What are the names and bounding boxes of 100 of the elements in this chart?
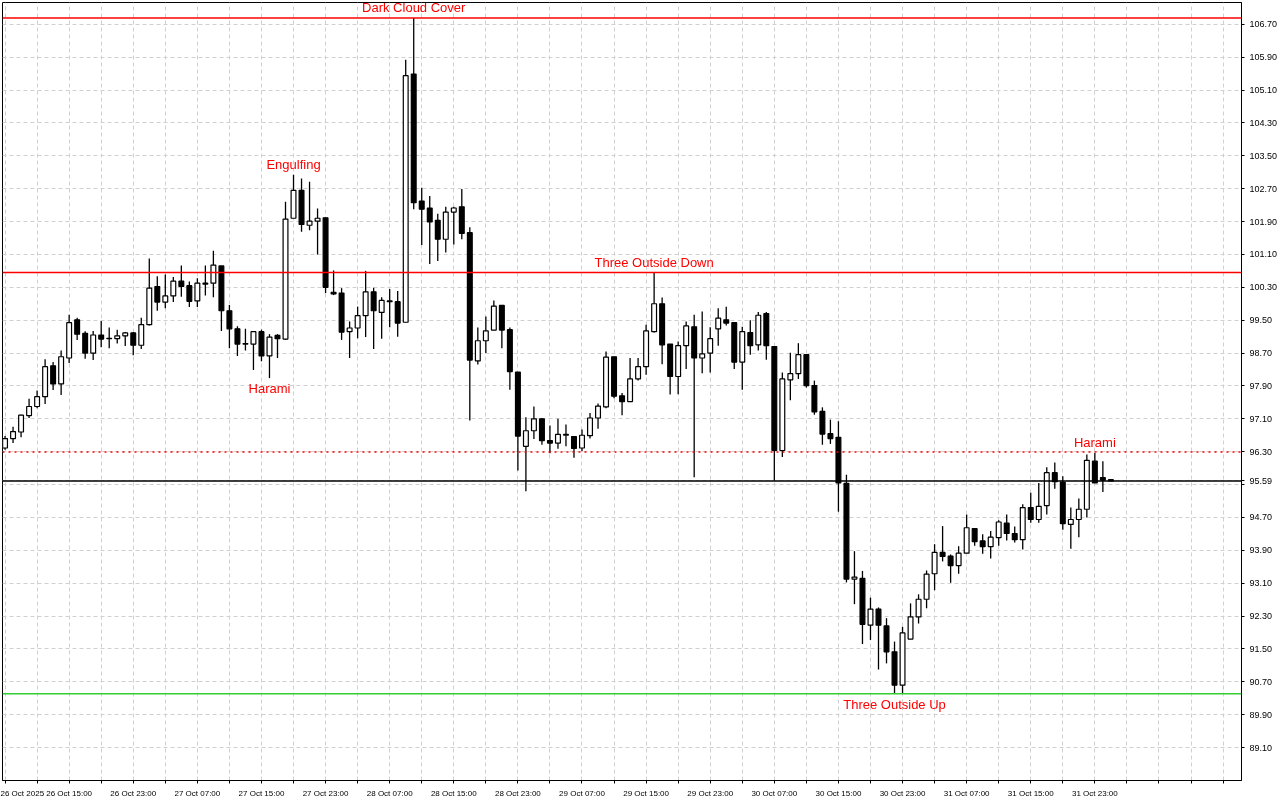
candlestick bbox=[354, 305, 361, 339]
y-tick-label: 101.90 bbox=[1249, 216, 1278, 227]
candlestick bbox=[162, 273, 169, 309]
candlestick bbox=[210, 250, 217, 298]
y-tick-label: 106.70 bbox=[1249, 19, 1278, 30]
candlestick bbox=[170, 276, 177, 303]
x-tick-label: 27 Oct 23:00 bbox=[302, 788, 350, 798]
candlestick bbox=[546, 424, 553, 454]
x-tick-label: 28 Oct 15:00 bbox=[430, 788, 478, 798]
y-tick-label: 105.90 bbox=[1249, 52, 1278, 63]
candlestick bbox=[50, 361, 57, 391]
candlestick bbox=[314, 207, 321, 256]
x-tick-label: 30 Oct 23:00 bbox=[879, 788, 926, 798]
candlestick bbox=[426, 195, 433, 265]
candlestick bbox=[795, 342, 802, 380]
candlestick bbox=[434, 213, 441, 262]
ref-line-label: 95.59 bbox=[1249, 475, 1273, 486]
annotation: Engulfing bbox=[266, 156, 321, 172]
y-tick-label: 89.90 bbox=[1249, 709, 1273, 720]
annotation: Harami bbox=[248, 381, 291, 397]
candlestick bbox=[947, 553, 954, 584]
candlestick bbox=[570, 435, 577, 459]
candlestick bbox=[186, 280, 193, 308]
candlestick bbox=[90, 330, 97, 361]
candlestick bbox=[987, 530, 994, 560]
candlestick bbox=[635, 357, 642, 382]
candlestick bbox=[787, 352, 794, 401]
candlestick bbox=[1067, 506, 1074, 550]
candlestick bbox=[554, 418, 561, 450]
candlestick bbox=[827, 419, 834, 445]
candlestick bbox=[707, 326, 714, 374]
candlestick bbox=[378, 296, 385, 340]
candlestick bbox=[98, 320, 105, 348]
candlestick bbox=[715, 307, 722, 347]
candlestick bbox=[915, 593, 922, 625]
annotation: Harami bbox=[1073, 434, 1116, 450]
y-tick-label: 104.30 bbox=[1249, 117, 1278, 128]
candlestick bbox=[178, 264, 185, 298]
candlestick bbox=[595, 402, 602, 430]
y-tick-label: 89.10 bbox=[1249, 742, 1273, 753]
x-tick-label: 28 Oct 23:00 bbox=[494, 788, 542, 798]
y-tick-label: 101.10 bbox=[1249, 249, 1278, 260]
y-tick-label: 100.30 bbox=[1249, 282, 1278, 293]
candlestick bbox=[370, 287, 377, 350]
y-tick-label: 99.50 bbox=[1249, 315, 1273, 326]
candlestick bbox=[995, 519, 1002, 547]
candlestick bbox=[579, 428, 585, 452]
x-tick-label: 31 Oct 15:00 bbox=[1007, 788, 1055, 798]
x-tick-label: 27 Oct 07:00 bbox=[174, 788, 221, 798]
candlestick bbox=[538, 417, 545, 446]
candlestick bbox=[226, 304, 233, 349]
y-tick-label: 91.50 bbox=[1249, 643, 1273, 654]
y-tick-label: 103.50 bbox=[1249, 150, 1278, 161]
x-tick-label: 30 Oct 15:00 bbox=[815, 788, 862, 798]
annotation: Three Outside Up bbox=[843, 696, 946, 712]
annotation: Three Outside Down bbox=[594, 254, 714, 270]
candlestick bbox=[330, 269, 337, 296]
candlestick bbox=[362, 270, 369, 338]
candlestick bbox=[699, 310, 706, 374]
y-tick-label: 98.70 bbox=[1249, 348, 1273, 359]
candlestick bbox=[18, 414, 25, 438]
y-tick-label: 93.90 bbox=[1249, 545, 1273, 556]
x-tick-label: 31 Oct 07:00 bbox=[943, 788, 991, 798]
candlestick bbox=[931, 543, 938, 591]
candlestick bbox=[490, 299, 497, 331]
candlestick bbox=[683, 320, 690, 370]
candlestick bbox=[138, 317, 145, 350]
candlestick bbox=[1075, 497, 1082, 538]
y-tick-label: 92.30 bbox=[1249, 611, 1273, 622]
y-tick-label: 102.70 bbox=[1249, 183, 1278, 194]
candlestick bbox=[939, 525, 946, 563]
y-tick-label: 97.90 bbox=[1249, 380, 1273, 391]
x-tick-label: 29 Oct 07:00 bbox=[559, 788, 606, 798]
candlestick bbox=[955, 545, 962, 575]
candlestick bbox=[562, 423, 569, 448]
candlestick bbox=[26, 398, 33, 419]
y-tick-label: 93.10 bbox=[1249, 578, 1273, 589]
annotation: Dark Cloud Cover bbox=[362, 0, 467, 16]
candlestick bbox=[1027, 492, 1034, 524]
candlestick bbox=[74, 317, 81, 341]
candlestick bbox=[418, 187, 425, 246]
candlestick bbox=[234, 325, 241, 357]
y-tick-label: 94.70 bbox=[1249, 512, 1273, 523]
candlestick bbox=[242, 328, 249, 352]
x-tick-label: 28 Oct 07:00 bbox=[366, 788, 414, 798]
candlestick bbox=[394, 290, 401, 338]
x-tick-label: 26 Oct 2025 bbox=[0, 788, 45, 798]
candlestick bbox=[202, 264, 209, 297]
candlestick bbox=[530, 405, 537, 440]
candlestick bbox=[1003, 513, 1010, 542]
x-tick-label: 26 Oct 15:00 bbox=[46, 788, 93, 798]
x-tick-label: 27 Oct 15:00 bbox=[238, 788, 285, 798]
x-tick-label: 29 Oct 15:00 bbox=[623, 788, 670, 798]
x-tick-label: 29 Oct 23:00 bbox=[687, 788, 734, 798]
candlestick bbox=[82, 330, 89, 360]
x-tick-label: 31 Oct 23:00 bbox=[1071, 788, 1119, 798]
candlestick bbox=[587, 412, 594, 440]
candlestick bbox=[130, 331, 137, 356]
candlestick bbox=[723, 305, 730, 327]
candlestick bbox=[386, 288, 393, 328]
